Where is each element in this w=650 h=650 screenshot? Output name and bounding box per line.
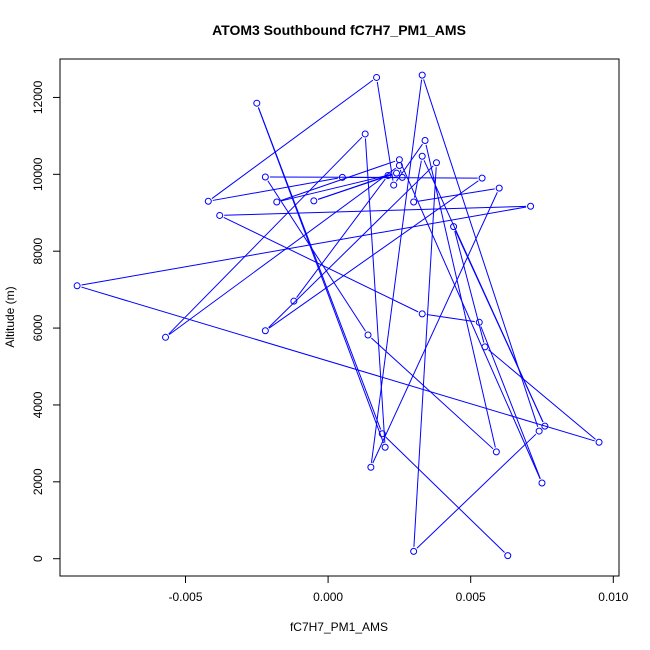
data-point <box>261 327 269 335</box>
series-segment <box>211 79 374 199</box>
series-segment <box>267 180 366 332</box>
data-point <box>495 184 503 192</box>
y-tick-label: 8000 <box>31 238 45 265</box>
data-point <box>261 173 269 181</box>
plot-frame <box>59 58 620 577</box>
data-point <box>527 202 535 210</box>
data-point <box>395 156 403 164</box>
series-segment <box>425 144 496 448</box>
series-segment <box>370 79 423 463</box>
data-point <box>162 333 170 341</box>
series-altitude-profile <box>73 71 603 560</box>
data-point <box>216 211 224 219</box>
data-point <box>418 310 426 318</box>
data-point <box>381 443 389 451</box>
series-segment <box>212 177 339 201</box>
y-tick-label: 6000 <box>31 314 45 341</box>
series-segment <box>268 165 434 328</box>
data-point <box>475 318 483 326</box>
x-tick-label: -0.005 <box>168 590 202 604</box>
series-segment <box>224 205 527 216</box>
series-segment <box>372 192 498 464</box>
data-point <box>310 197 318 205</box>
series-segment <box>418 188 495 202</box>
y-tick-label: 0 <box>31 555 45 562</box>
data-point <box>432 159 440 167</box>
data-point <box>595 438 603 446</box>
series-segment <box>413 160 422 198</box>
series-segment <box>168 167 397 336</box>
series-segment <box>488 349 596 440</box>
data-point <box>73 282 81 290</box>
series-segment <box>296 178 386 298</box>
series-segment <box>280 160 396 201</box>
series-segment <box>400 163 541 480</box>
series-segment <box>385 436 505 553</box>
data-point <box>418 71 426 79</box>
series-segment <box>281 173 393 202</box>
series-segment <box>168 136 363 335</box>
x-tick-label: 0.010 <box>598 590 628 604</box>
series-segment <box>317 176 384 200</box>
series-segment <box>257 107 385 444</box>
data-point <box>378 430 386 438</box>
data-point <box>367 463 375 471</box>
data-point <box>410 198 418 206</box>
data-point <box>504 552 512 560</box>
series-segment <box>416 433 537 549</box>
data-point <box>450 223 458 231</box>
series-segment <box>426 314 475 323</box>
series-segment <box>81 286 595 442</box>
chart-title: ATOM3 Southbound fC7H7_PM1_AMS <box>212 22 466 38</box>
data-point <box>204 197 212 205</box>
series-segment <box>81 206 527 286</box>
data-point <box>398 173 406 181</box>
y-tick-label: 2000 <box>31 468 45 495</box>
data-point <box>410 547 418 555</box>
series-segment <box>268 180 479 329</box>
data-point <box>421 136 429 144</box>
data-point <box>338 173 346 181</box>
data-point <box>541 422 549 430</box>
series-segment <box>399 169 402 174</box>
data-point <box>390 181 398 189</box>
data-point <box>361 130 369 138</box>
data-point <box>478 174 486 182</box>
series-segment <box>413 167 437 547</box>
data-point <box>538 479 546 487</box>
y-tick-label: 4000 <box>31 391 45 418</box>
data-point <box>364 331 372 339</box>
data-point <box>253 99 261 107</box>
data-point <box>481 343 489 351</box>
series-segment <box>454 230 544 423</box>
series-segment <box>376 81 394 181</box>
data-point <box>418 152 426 160</box>
data-point <box>273 198 281 206</box>
x-axis-label: fC7H7_PM1_AMS <box>290 620 388 634</box>
data-point <box>393 169 401 177</box>
y-tick-label: 12000 <box>31 80 45 114</box>
data-point <box>492 448 500 456</box>
y-tick-label: 10000 <box>31 157 45 191</box>
data-point <box>535 427 543 435</box>
series-segment <box>346 176 478 179</box>
data-point <box>290 297 298 305</box>
y-axis: 0 2000 4000 6000 8000 10000 12000 <box>31 80 60 562</box>
x-axis: -0.005 0.000 0.005 0.010 <box>168 576 629 604</box>
series-segment <box>480 326 541 479</box>
data-point <box>373 73 381 81</box>
x-tick-label: 0.000 <box>313 590 343 604</box>
series-segment <box>454 230 485 343</box>
y-axis-label: Altitude (m) <box>3 286 17 347</box>
data-point <box>384 171 392 179</box>
x-tick-label: 0.005 <box>456 590 486 604</box>
series-segment <box>371 337 494 450</box>
